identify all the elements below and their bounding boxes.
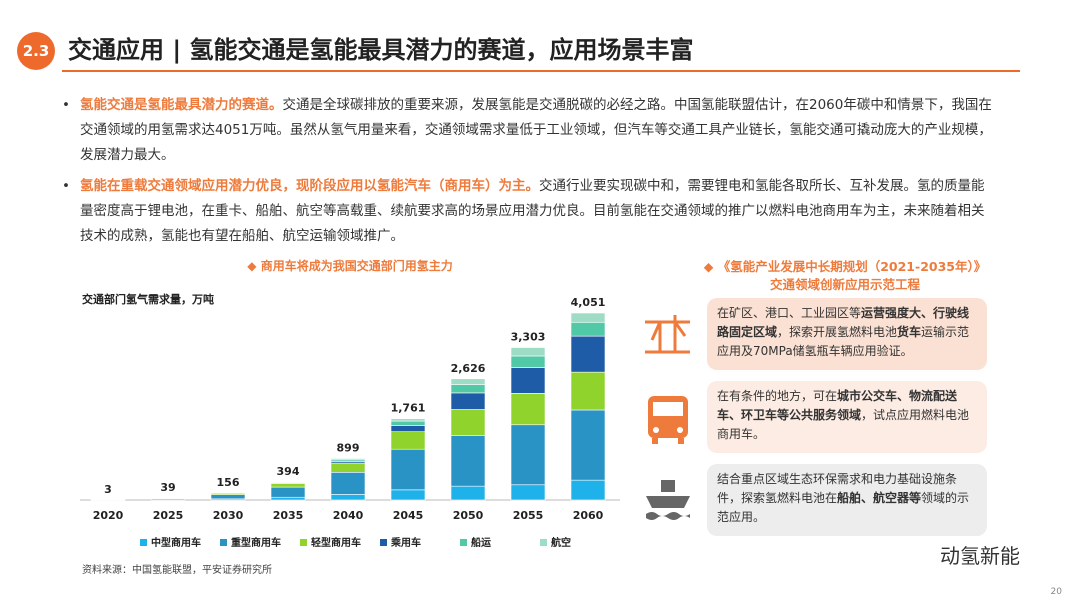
panel-box: 在矿区、港口、工业园区等运营强度大、行驶线路固定区域，探索开展氢燃料电池货车运输… xyxy=(707,298,987,370)
total-label: 4,051 xyxy=(571,296,606,309)
watermark: 动氢新能 xyxy=(940,544,1020,568)
legend-label: 轻型商用车 xyxy=(311,536,361,549)
bar-segment xyxy=(210,494,246,500)
text: ，试点应用燃料电池商用车。 xyxy=(717,408,970,441)
bar-segment xyxy=(270,486,306,498)
total-label: 156 xyxy=(217,476,240,489)
bullet-text: 交通是全球碳排放的重要来源，发展氢能是交通脱碳的必经之路。中国氢能联盟估计，在2… xyxy=(80,97,992,163)
bar-segment xyxy=(330,472,366,495)
legend-swatch xyxy=(380,539,387,546)
legend-label: 船运 xyxy=(471,536,491,549)
crane-icon xyxy=(645,315,690,354)
legend-swatch xyxy=(460,539,467,546)
title-rule xyxy=(62,70,1020,72)
legend-label: 航空 xyxy=(551,536,571,549)
bar-segment xyxy=(510,367,546,394)
emphasis: 运营强度大、行驶线路固定区域 xyxy=(717,306,970,339)
legend-label: 重型商用车 xyxy=(231,536,281,549)
x-tick-label: 2055 xyxy=(513,509,544,522)
bar-segment xyxy=(570,479,606,501)
slide-title: 交通应用 | 氢能交通是氢能最具潜力的赛道，应用场景丰富 xyxy=(68,36,694,64)
legend-label: 乘用车 xyxy=(390,536,421,549)
legend-swatch xyxy=(140,539,147,546)
bar-segment xyxy=(570,335,606,373)
bar-segment xyxy=(330,462,366,473)
bar-segment xyxy=(570,312,606,323)
total-label: 2,626 xyxy=(451,362,486,375)
bar-segment xyxy=(570,321,606,337)
bar-segment xyxy=(450,409,486,436)
panel-box: 在有条件的地方，可在城市公交车、物流配送车、环卫车等公共服务领域，试点应用燃料电… xyxy=(707,381,987,453)
x-tick-label: 2030 xyxy=(213,509,244,522)
bar-segment xyxy=(450,392,486,410)
bar-segment xyxy=(510,347,546,357)
total-label: 899 xyxy=(337,442,360,455)
bar-segment xyxy=(510,424,546,486)
legend-swatch xyxy=(300,539,307,546)
bar-segment xyxy=(330,494,366,501)
bar-segment xyxy=(570,409,606,481)
bus-icon xyxy=(648,396,688,444)
legend-label: 中型商用车 xyxy=(151,536,201,549)
bullet: 氢能在重载交通领域应用潜力优良，现阶段应用以氢能汽车（商用车）为主。交通行业要实… xyxy=(62,174,995,249)
text: 在有条件的地方，可在 xyxy=(717,389,838,403)
emphasis: 船舶、航空器等 xyxy=(837,491,922,505)
bar-segment xyxy=(270,496,306,501)
text: ，探索开展氢燃料电池 xyxy=(777,325,898,339)
x-tick-label: 2050 xyxy=(453,509,484,522)
bar-segment xyxy=(390,418,426,422)
text: 运输示范应用及70MPa储氢瓶车辆应用验证。 xyxy=(717,325,970,358)
bar-segment xyxy=(270,483,306,488)
ship-icon xyxy=(646,480,690,520)
bar-segment xyxy=(390,425,426,432)
total-label: 39 xyxy=(160,481,175,494)
text: 在矿区、港口、工业园区等 xyxy=(717,306,862,320)
bar-segment xyxy=(510,484,546,501)
x-tick-label: 2025 xyxy=(153,509,184,522)
bar-segment xyxy=(450,485,486,501)
total-label: 1,761 xyxy=(391,402,426,415)
x-tick-label: 2040 xyxy=(333,509,364,522)
x-tick-label: 2035 xyxy=(273,509,304,522)
legend-swatch xyxy=(540,539,547,546)
total-label: 3 xyxy=(104,483,112,496)
bar-segment xyxy=(570,371,606,411)
bar-segment xyxy=(390,489,426,501)
bullet-text: 交通行业要实现碳中和，需要锂电和氢能各取所长、互补发展。氢的质量能量密度高于锂电… xyxy=(80,178,985,244)
bar-segment xyxy=(450,435,486,487)
x-tick-label: 2060 xyxy=(573,509,604,522)
total-label: 394 xyxy=(277,465,300,478)
legend-swatch xyxy=(220,539,227,546)
bar-segment xyxy=(330,458,366,461)
bullet: 氢能交通是氢能最具潜力的赛道。交通是全球碳排放的重要来源，发展氢能是交通脱碳的必… xyxy=(62,93,995,168)
x-tick-label: 2020 xyxy=(93,509,124,522)
emphasis: 城市公交车、物流配送车、环卫车等公共服务领域 xyxy=(717,389,958,422)
bullet-lead: 氢能在重载交通领域应用潜力优良，现阶段应用以氢能汽车（商用车）为主。 xyxy=(80,178,539,194)
text: 领域的示范应用。 xyxy=(717,491,970,524)
axis-title: 交通部门氢气需求量，万吨 xyxy=(82,292,214,306)
bar-segment xyxy=(450,378,486,385)
bar-segment xyxy=(390,448,426,491)
bar-segment xyxy=(390,420,426,426)
total-label: 3,303 xyxy=(511,331,546,344)
bar-segment xyxy=(510,355,546,368)
emphasis: 货车 xyxy=(897,325,922,339)
bar-segment xyxy=(510,393,546,426)
bar-segment xyxy=(390,431,426,450)
panel-box: 结合重点区域生态环保需求和电力基础设施条件，探索氢燃料电池在船舶、航空器等领域的… xyxy=(707,464,987,536)
page-number: 20 xyxy=(1051,587,1063,597)
x-tick-label: 2045 xyxy=(393,509,424,522)
bullet-lead: 氢能交通是氢能最具潜力的赛道。 xyxy=(80,97,283,113)
bar-segment xyxy=(450,384,486,394)
text: 结合重点区域生态环保需求和电力基础设施条件，探索氢燃料电池在 xyxy=(717,472,958,505)
chart-subtitle: ◆ 商用车将成为我国交通部门用氢主力 xyxy=(247,258,452,273)
panel-title: ◆ 《氢能产业发展中长期规划（2021-2035年）》交通领域创新应用示范工程 xyxy=(703,259,987,292)
section-number: 2.3 xyxy=(17,32,55,70)
source-note: 资料来源：中国氢能联盟，平安证券研究所 xyxy=(82,563,272,576)
